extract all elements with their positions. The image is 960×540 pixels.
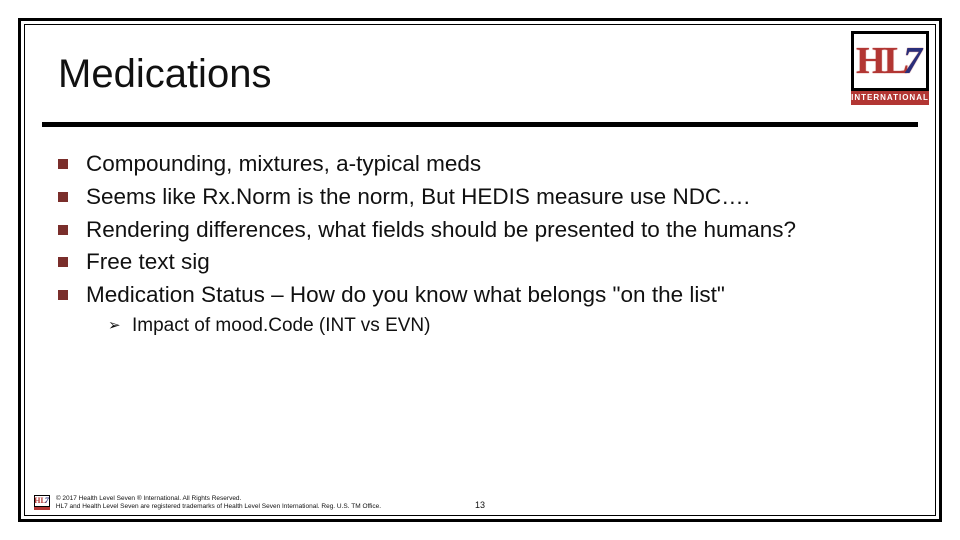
bullet-text: Free text sig (86, 249, 210, 274)
hl7-logo-hl: HL (856, 40, 907, 82)
sub-bullet-text: Impact of mood.Code (INT vs EVN) (132, 315, 430, 336)
bullet-text: Rendering differences, what fields shoul… (86, 217, 796, 242)
square-bullet-icon (58, 257, 68, 267)
bullet-item: Medication Status – How do you know what… (58, 281, 910, 338)
chevron-bullet-icon: ➢ (108, 316, 121, 335)
bullet-item: Free text sig (58, 248, 910, 277)
slide: HL7 INTERNATIONAL Medications Compoundin… (0, 0, 960, 540)
bullet-item: Rendering differences, what fields shoul… (58, 216, 910, 245)
page-number: 13 (0, 500, 960, 510)
bullet-text: Seems like Rx.Norm is the norm, But HEDI… (86, 184, 750, 209)
bullet-item: Seems like Rx.Norm is the norm, But HEDI… (58, 183, 910, 212)
bullet-text: Medication Status – How do you know what… (86, 282, 725, 307)
slide-body: Compounding, mixtures, a-typical meds Se… (58, 150, 910, 342)
square-bullet-icon (58, 192, 68, 202)
square-bullet-icon (58, 225, 68, 235)
bullet-item: Compounding, mixtures, a-typical meds (58, 150, 910, 179)
slide-title: Medications (58, 52, 271, 97)
hl7-logo-box: HL7 (851, 31, 929, 91)
hl7-logo-banner: INTERNATIONAL (851, 91, 929, 105)
title-rule (42, 122, 918, 127)
bullet-text: Compounding, mixtures, a-typical meds (86, 151, 481, 176)
square-bullet-icon (58, 159, 68, 169)
hl7-logo-7: 7 (903, 40, 920, 82)
hl7-logo: HL7 INTERNATIONAL (851, 31, 929, 109)
square-bullet-icon (58, 290, 68, 300)
hl7-logo-text: HL7 (856, 42, 924, 80)
sub-bullet-item: ➢ Impact of mood.Code (INT vs EVN) (108, 314, 910, 338)
